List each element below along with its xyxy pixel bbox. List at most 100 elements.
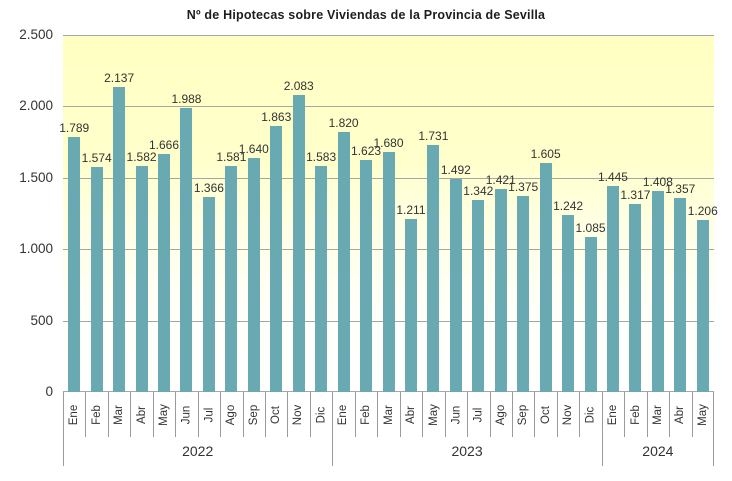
bar-value-2024-mar: 1.408: [642, 175, 673, 189]
bar-2022-jul: [203, 197, 215, 392]
month-label: Jun: [449, 405, 462, 424]
bar-2023-jun: [450, 179, 462, 392]
month-separator-line: [647, 392, 648, 437]
month-label: Abr: [135, 405, 148, 424]
x-tick-2022-mar: Mar: [108, 392, 130, 437]
bar-value-2023-ene: 1.820: [328, 116, 359, 130]
month-label: Ago: [225, 404, 238, 425]
bar-2024-may: [697, 220, 709, 392]
x-tick-2023-sep: Sep: [512, 392, 534, 437]
month-separator-line: [692, 392, 693, 437]
month-label: Ene: [337, 404, 350, 425]
bar-2023-dic: [585, 237, 597, 392]
month-label: Abr: [674, 405, 687, 424]
chart-title: Nº de Hipotecas sobre Viviendas de la Pr…: [186, 8, 546, 22]
bar-2022-dic: [315, 166, 327, 392]
month-label: Feb: [90, 404, 103, 425]
x-tick-2022-may: May: [153, 392, 175, 437]
year-label-2022: 2022: [182, 443, 214, 459]
bar-value-2022-jul: 1.366: [193, 181, 224, 195]
bar-value-2023-jun: 1.492: [440, 163, 471, 177]
month-separator-line: [579, 392, 580, 437]
bar-value-2023-sep: 1.375: [508, 180, 539, 194]
month-label: Nov: [562, 404, 575, 425]
month-separator-line: [198, 392, 199, 437]
bar-2023-oct: [540, 163, 552, 392]
bar-2022-mar: [113, 87, 125, 392]
x-tick-2022-ene: Ene: [63, 392, 85, 437]
bar-2022-jun: [180, 108, 192, 392]
month-separator-line: [445, 392, 446, 437]
bar-value-2022-jun: 1.988: [171, 92, 202, 106]
month-separator-line: [377, 392, 378, 437]
bar-2022-may: [158, 154, 170, 392]
bar-2023-abr: [405, 219, 417, 392]
x-tick-2023-mar: Mar: [377, 392, 399, 437]
y-tick-label-1500: 1.500: [19, 170, 53, 185]
month-separator-line: [355, 392, 356, 437]
y-tick-label-0: 0: [45, 384, 53, 399]
bar-2023-ene: [338, 132, 350, 392]
month-separator-line: [624, 392, 625, 437]
bar-value-2024-ene: 1.445: [597, 170, 628, 184]
month-label: Ene: [68, 404, 81, 425]
bar-2023-ago: [495, 189, 507, 392]
month-label: Jun: [180, 405, 193, 424]
bar-value-2023-ago: 1.421: [485, 173, 516, 187]
x-tick-2023-nov: Nov: [557, 392, 579, 437]
bar-value-2022-abr: 1.582: [126, 150, 157, 164]
month-separator-line: [153, 392, 154, 437]
bar-2023-nov: [562, 215, 574, 392]
month-separator-line: [400, 392, 401, 437]
bar-value-2022-ene: 1.789: [59, 121, 90, 135]
x-tick-2022-sep: Sep: [243, 392, 265, 437]
gridline-2000: [63, 106, 714, 107]
y-tick-label-1000: 1.000: [19, 241, 53, 256]
month-separator-line: [557, 392, 558, 437]
x-tick-2022-abr: Abr: [130, 392, 152, 437]
bar-value-2023-feb: 1.623: [351, 144, 382, 158]
bar-value-2023-dic: 1.085: [575, 221, 606, 235]
x-tick-2023-dic: Dic: [579, 392, 601, 437]
bar-2022-ago: [225, 166, 237, 392]
bar-2022-oct: [270, 126, 282, 392]
x-tick-2024-abr: Abr: [669, 392, 691, 437]
month-label: Mar: [651, 404, 664, 425]
bar-2022-sep: [248, 158, 260, 392]
y-axis: 0 500 1.000 1.500 2.000 2.500: [0, 27, 53, 399]
x-tick-2024-mar: Mar: [647, 392, 669, 437]
month-separator-line: [287, 392, 288, 437]
month-label: Sep: [247, 404, 260, 425]
month-separator-line: [108, 392, 109, 437]
bar-2023-feb: [360, 160, 372, 392]
month-label: Abr: [404, 405, 417, 424]
bar-value-2022-ago: 1.581: [216, 150, 247, 164]
bar-value-2024-abr: 1.357: [665, 182, 696, 196]
bar-2024-mar: [652, 191, 664, 392]
x-tick-2022-oct: Oct: [265, 392, 287, 437]
month-label: Feb: [360, 404, 373, 425]
bar-2024-ene: [607, 186, 619, 392]
month-label: Jul: [202, 407, 215, 422]
month-separator-line: [669, 392, 670, 437]
month-label: Mar: [113, 404, 126, 425]
bar-2022-abr: [136, 166, 148, 392]
month-label: May: [696, 403, 709, 426]
bar-value-2023-oct: 1.605: [530, 147, 561, 161]
x-tick-2024-ene: Ene: [602, 392, 624, 437]
bar-value-2022-dic: 1.583: [306, 150, 337, 164]
month-label: Feb: [629, 404, 642, 425]
x-axis: Ene Feb Mar Abr May Jun Jul Ago Sep Oct Nov Dic Ene F…: [63, 392, 714, 466]
month-label: May: [157, 403, 170, 426]
x-tick-2023-ene: Ene: [332, 392, 354, 437]
bar-value-2023-nov: 1.242: [553, 199, 584, 213]
year-boundary-line: [602, 392, 603, 466]
x-tick-2023-jun: Jun: [445, 392, 467, 437]
y-tick-label-500: 500: [30, 313, 53, 328]
bar-2024-abr: [674, 198, 686, 392]
gridline-2500: [63, 35, 714, 36]
month-label: Dic: [315, 406, 328, 423]
x-tick-2023-jul: Jul: [467, 392, 489, 437]
month-separator-line: [220, 392, 221, 437]
